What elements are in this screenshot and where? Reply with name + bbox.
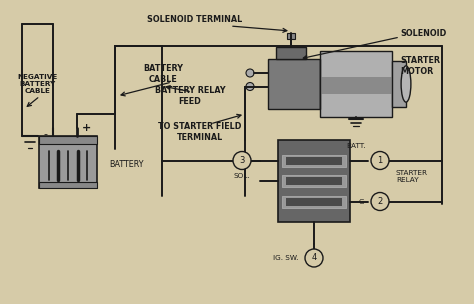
Text: SOLENOID: SOLENOID [400,29,446,39]
Text: 3: 3 [239,156,245,165]
Bar [392,61,406,107]
Circle shape [305,249,323,267]
Bar [39,136,97,188]
Bar [39,136,97,144]
Text: 1: 1 [377,156,383,165]
Text: IG. SW.: IG. SW. [273,255,298,261]
Bar [286,157,342,164]
Text: 4: 4 [311,254,317,262]
Bar [287,33,295,39]
Text: BATTERY: BATTERY [109,160,144,169]
Text: BATT.: BATT. [346,143,366,150]
Bar [276,47,306,59]
Bar [282,175,346,187]
Text: BATTERY
CABLE: BATTERY CABLE [143,64,183,84]
Text: SOL.: SOL. [234,174,250,179]
Text: TO STARTER FIELD
TERMINAL: TO STARTER FIELD TERMINAL [158,122,242,142]
Text: STARTER
RELAY: STARTER RELAY [396,171,428,183]
Bar [268,59,320,109]
Bar [39,182,97,188]
Circle shape [246,82,254,91]
Bar [286,198,342,206]
Circle shape [371,192,389,210]
Circle shape [371,151,389,170]
Circle shape [233,151,251,170]
Text: STARTER
MOTOR: STARTER MOTOR [400,56,440,76]
Text: G: G [358,199,364,205]
Text: 2: 2 [377,197,383,206]
Bar [282,154,346,167]
Text: BATTERY RELAY
FEED: BATTERY RELAY FEED [155,86,225,106]
Text: -: - [44,129,47,139]
Bar [282,195,346,208]
Ellipse shape [401,66,411,102]
Circle shape [246,69,254,77]
Bar [286,177,342,185]
Text: SOLENOID TERMINAL: SOLENOID TERMINAL [147,15,243,23]
Bar [320,51,392,117]
Text: +: + [82,123,91,133]
Bar [320,78,392,94]
Bar [278,140,350,222]
Text: NEGATIVE
BATTERY
CABLE: NEGATIVE BATTERY CABLE [18,74,58,94]
